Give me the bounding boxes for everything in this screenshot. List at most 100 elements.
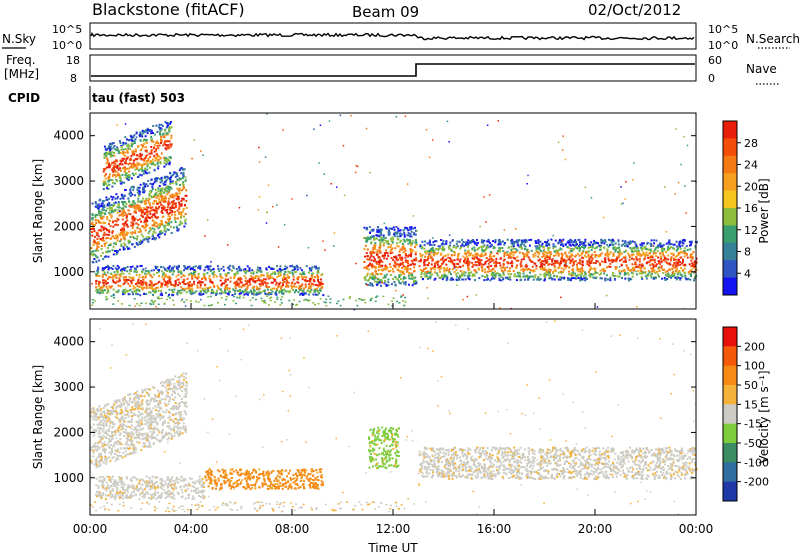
echo-cell	[285, 285, 288, 287]
echo-cell	[120, 160, 122, 163]
echo-cell	[138, 209, 141, 212]
echo-cell	[574, 272, 577, 275]
echo-cell	[114, 201, 117, 204]
echo-cell	[572, 241, 575, 244]
echo-cell	[289, 265, 292, 268]
echo-cell	[408, 239, 411, 242]
echo-cell	[654, 277, 657, 280]
echo-cell	[129, 188, 132, 191]
echo-cell	[383, 257, 386, 260]
echo-cell	[167, 212, 170, 215]
echo-cell	[141, 147, 144, 150]
echo-cell	[370, 259, 373, 262]
echo-cell	[123, 181, 126, 184]
echo-cell	[630, 278, 633, 281]
echo-cell	[513, 273, 516, 276]
echo-cell	[543, 274, 546, 277]
echo-cell	[149, 129, 151, 131]
echo-cell	[122, 167, 125, 170]
echo-cell	[672, 274, 675, 277]
echo-cell	[414, 226, 416, 229]
echo-cell	[124, 275, 127, 278]
echo-cell	[568, 278, 571, 281]
echo-cell	[296, 281, 299, 284]
echo-cell	[388, 246, 391, 248]
echo-cell	[135, 131, 138, 134]
echo-cell	[369, 284, 372, 287]
echo-cell	[500, 279, 503, 282]
echo-cell	[317, 278, 319, 281]
echo-cell	[108, 230, 111, 233]
echo-cell	[586, 260, 589, 263]
echo-cell	[177, 291, 180, 294]
echo-cell	[433, 244, 436, 246]
echo-cell	[492, 277, 495, 280]
echo-cell	[283, 272, 286, 275]
echo-cell	[632, 272, 635, 275]
echo-cell	[494, 270, 496, 273]
echo-cell	[180, 214, 183, 217]
echo-cell	[255, 271, 258, 274]
echo-cell	[474, 241, 477, 244]
echo-cell	[130, 145, 133, 148]
echo-cell	[314, 288, 317, 291]
echo-cell	[134, 168, 137, 171]
echo-cell	[486, 259, 489, 262]
echo-cell	[211, 288, 214, 291]
echo-cell	[473, 246, 476, 249]
echo-cell	[164, 159, 167, 161]
echo-cell	[314, 267, 317, 270]
echo-cell	[544, 273, 547, 276]
echo-cell	[429, 243, 432, 246]
echo-cell	[191, 290, 194, 293]
echo-cell	[140, 157, 143, 160]
echo-cell	[563, 263, 566, 266]
echo-cell	[524, 245, 527, 248]
echo-cell	[395, 232, 398, 235]
echo-cell	[631, 263, 634, 266]
echo-cell	[683, 247, 686, 250]
echo-cell	[114, 162, 117, 165]
echo-cell	[197, 276, 200, 279]
echo-cell	[515, 241, 518, 244]
echo-cell	[556, 252, 559, 255]
echo-cell	[164, 140, 167, 143]
echo-cell	[126, 177, 129, 180]
echo-cell	[391, 247, 394, 250]
echo-cell	[492, 268, 494, 270]
echo-cell	[380, 284, 382, 287]
echo-cell	[138, 273, 141, 276]
echo-cell	[180, 203, 183, 206]
echo-cell	[499, 264, 502, 267]
echo-cell	[394, 275, 397, 278]
echo-cell	[477, 254, 480, 257]
echo-cell	[426, 258, 429, 261]
echo-cell	[184, 179, 187, 182]
echo-cell	[166, 280, 169, 283]
echo-cell	[124, 176, 127, 179]
echo-cell	[489, 279, 492, 282]
echo-cell	[623, 242, 626, 245]
echo-cell	[498, 238, 501, 241]
echo-cell	[377, 273, 379, 276]
echo-cell	[213, 285, 216, 287]
echo-cell	[670, 276, 673, 279]
echo-cell	[382, 254, 384, 257]
echo-cell	[112, 253, 115, 256]
echo-cell	[588, 258, 591, 261]
echo-cell	[121, 194, 124, 197]
echo-cell	[398, 282, 401, 285]
echo-cell	[171, 273, 174, 276]
echo-cell	[281, 282, 284, 285]
echo-cell	[414, 253, 417, 256]
echo-cell	[189, 289, 192, 292]
echo-cell	[371, 229, 373, 232]
echo-cell	[91, 202, 94, 205]
echo-cell	[194, 276, 197, 279]
echo-cell	[286, 273, 289, 276]
echo-cell	[109, 273, 112, 275]
echo-cell	[160, 176, 163, 179]
echo-cell	[397, 229, 400, 232]
echo-cell	[507, 273, 510, 275]
echo-cell	[499, 274, 502, 277]
